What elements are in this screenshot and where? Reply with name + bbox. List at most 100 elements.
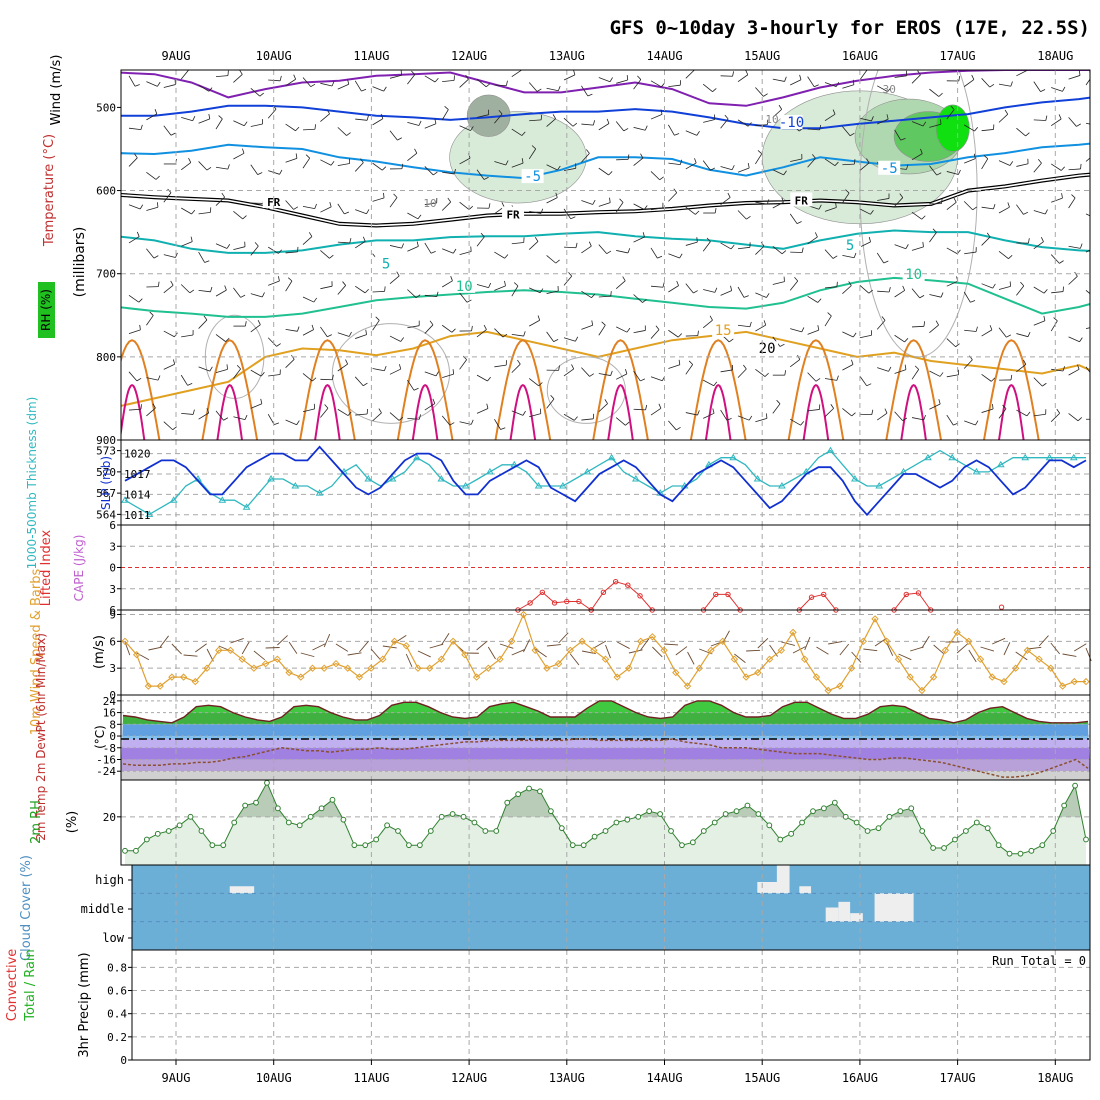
- wind-barb-flag: [835, 82, 840, 87]
- wind-barb: [685, 206, 696, 215]
- wind-barb: [285, 329, 298, 332]
- slp-tick-label: 1014: [124, 488, 151, 501]
- wind-barb: [372, 412, 382, 422]
- wind10-point: [402, 642, 411, 650]
- wind-barb-flag: [1056, 408, 1061, 414]
- li-line: [893, 592, 932, 611]
- wind-barb: [354, 241, 366, 249]
- cloud-patch-middle: [838, 901, 851, 922]
- wind-barb: [1068, 75, 1081, 80]
- wind-barb: [633, 236, 645, 243]
- date-label-top: 13AUG: [549, 49, 585, 63]
- wind10-barb: [405, 653, 413, 667]
- temp2m-tick-label: -24: [96, 765, 116, 778]
- wind-barb-flag: [919, 295, 925, 299]
- wind-barb-flag: [345, 359, 348, 365]
- temp2m-tick-label: -8: [103, 742, 116, 755]
- wind-barb: [929, 403, 941, 410]
- wind10-point: [894, 655, 903, 663]
- wind-barb-flag: [568, 272, 573, 277]
- date-label-top: 15AUG: [744, 49, 780, 63]
- wind-barb-flag: [743, 364, 747, 370]
- wind-barb: [807, 128, 820, 131]
- thickness-point: [778, 482, 786, 489]
- wind10-point: [718, 637, 727, 646]
- wind-barb: [146, 81, 158, 87]
- rh2m-point: [427, 828, 434, 834]
- wind-barb: [528, 148, 537, 160]
- thickness-point: [315, 489, 324, 496]
- wind-barb: [615, 202, 624, 213]
- isotherm--5: [121, 142, 1090, 180]
- wind-barb: [894, 197, 904, 207]
- wind-barb: [737, 324, 750, 328]
- rh2m-point: [515, 791, 522, 798]
- rh2m-point: [973, 819, 980, 826]
- wind-barb: [981, 78, 991, 88]
- wind-barb: [459, 201, 470, 210]
- isotherm-25: [216, 383, 243, 440]
- wind-barb-flag: [677, 333, 683, 338]
- rh2m-point: [471, 819, 478, 826]
- precip-tick-label: 0: [120, 1054, 127, 1067]
- wind10-barb: [699, 648, 713, 655]
- wind-barb-flag: [432, 398, 436, 404]
- wind-barb: [650, 285, 663, 288]
- wind-barb: [737, 368, 747, 378]
- wind-barb: [407, 325, 420, 329]
- wind-barb: [703, 289, 715, 293]
- wind-barb-flag: [1071, 194, 1076, 199]
- wind-barb-flag: [382, 166, 387, 171]
- wind-barb-flag: [747, 162, 750, 169]
- wind-barb-flag: [832, 109, 836, 115]
- wind-barb: [1033, 162, 1042, 173]
- wind-barb-flag: [257, 172, 263, 175]
- ylabel-precip: 3hr Precip (mm): [77, 952, 92, 1057]
- isotherm-20: [885, 339, 942, 440]
- wind-barb-flag: [848, 281, 852, 286]
- wind-barb-flag: [361, 88, 367, 92]
- temp-band: [121, 712, 1090, 725]
- wind-barb: [476, 374, 488, 382]
- wind-barb-flag: [471, 325, 473, 331]
- wind10-point: [918, 686, 926, 695]
- wind-barb: [963, 291, 971, 303]
- wind-barb: [1033, 320, 1046, 326]
- wind-barb: [981, 158, 989, 170]
- isotherm-20: [121, 339, 161, 440]
- rh2m-point: [788, 830, 795, 837]
- wind-barb-flag: [521, 70, 522, 71]
- wind-barb-flag: [326, 109, 330, 115]
- wind-barb-flag: [555, 192, 558, 198]
- wind-barb-flag: [451, 328, 456, 333]
- wind-barb-flag: [642, 299, 647, 303]
- wind-barb-flag: [868, 289, 873, 294]
- wind-barb-flag: [305, 154, 310, 159]
- wind-barb: [372, 290, 385, 293]
- wind-barb-flag: [175, 252, 178, 258]
- wind10-barb: [487, 646, 496, 660]
- wind-barb: [198, 118, 210, 124]
- wind-barb-flag: [399, 364, 402, 370]
- wind-barb: [616, 250, 629, 254]
- wind-barb-flag: [881, 316, 886, 321]
- wind-barb-flag: [413, 387, 419, 391]
- wind-barb-flag: [433, 171, 438, 176]
- wind-barb-flag: [939, 372, 944, 377]
- wind10-point: [625, 664, 633, 672]
- wind10-point: [250, 664, 258, 672]
- temp2m-tick-label: 8: [109, 718, 116, 731]
- wind-barb-flag: [817, 325, 820, 331]
- wind10-point: [144, 682, 153, 690]
- wind-barb-flag: [819, 124, 822, 130]
- wind10-point: [1047, 664, 1055, 672]
- wind-barb: [1016, 364, 1027, 373]
- wind-barb: [616, 326, 628, 333]
- wind10-barb: [746, 649, 761, 652]
- wind-barb: [180, 162, 192, 171]
- wind-barb-flag: [136, 377, 142, 382]
- wind-barb-flag: [914, 365, 919, 370]
- wind-barb: [476, 408, 489, 414]
- wind-barb-flag: [799, 74, 802, 80]
- wind-barb: [215, 368, 228, 374]
